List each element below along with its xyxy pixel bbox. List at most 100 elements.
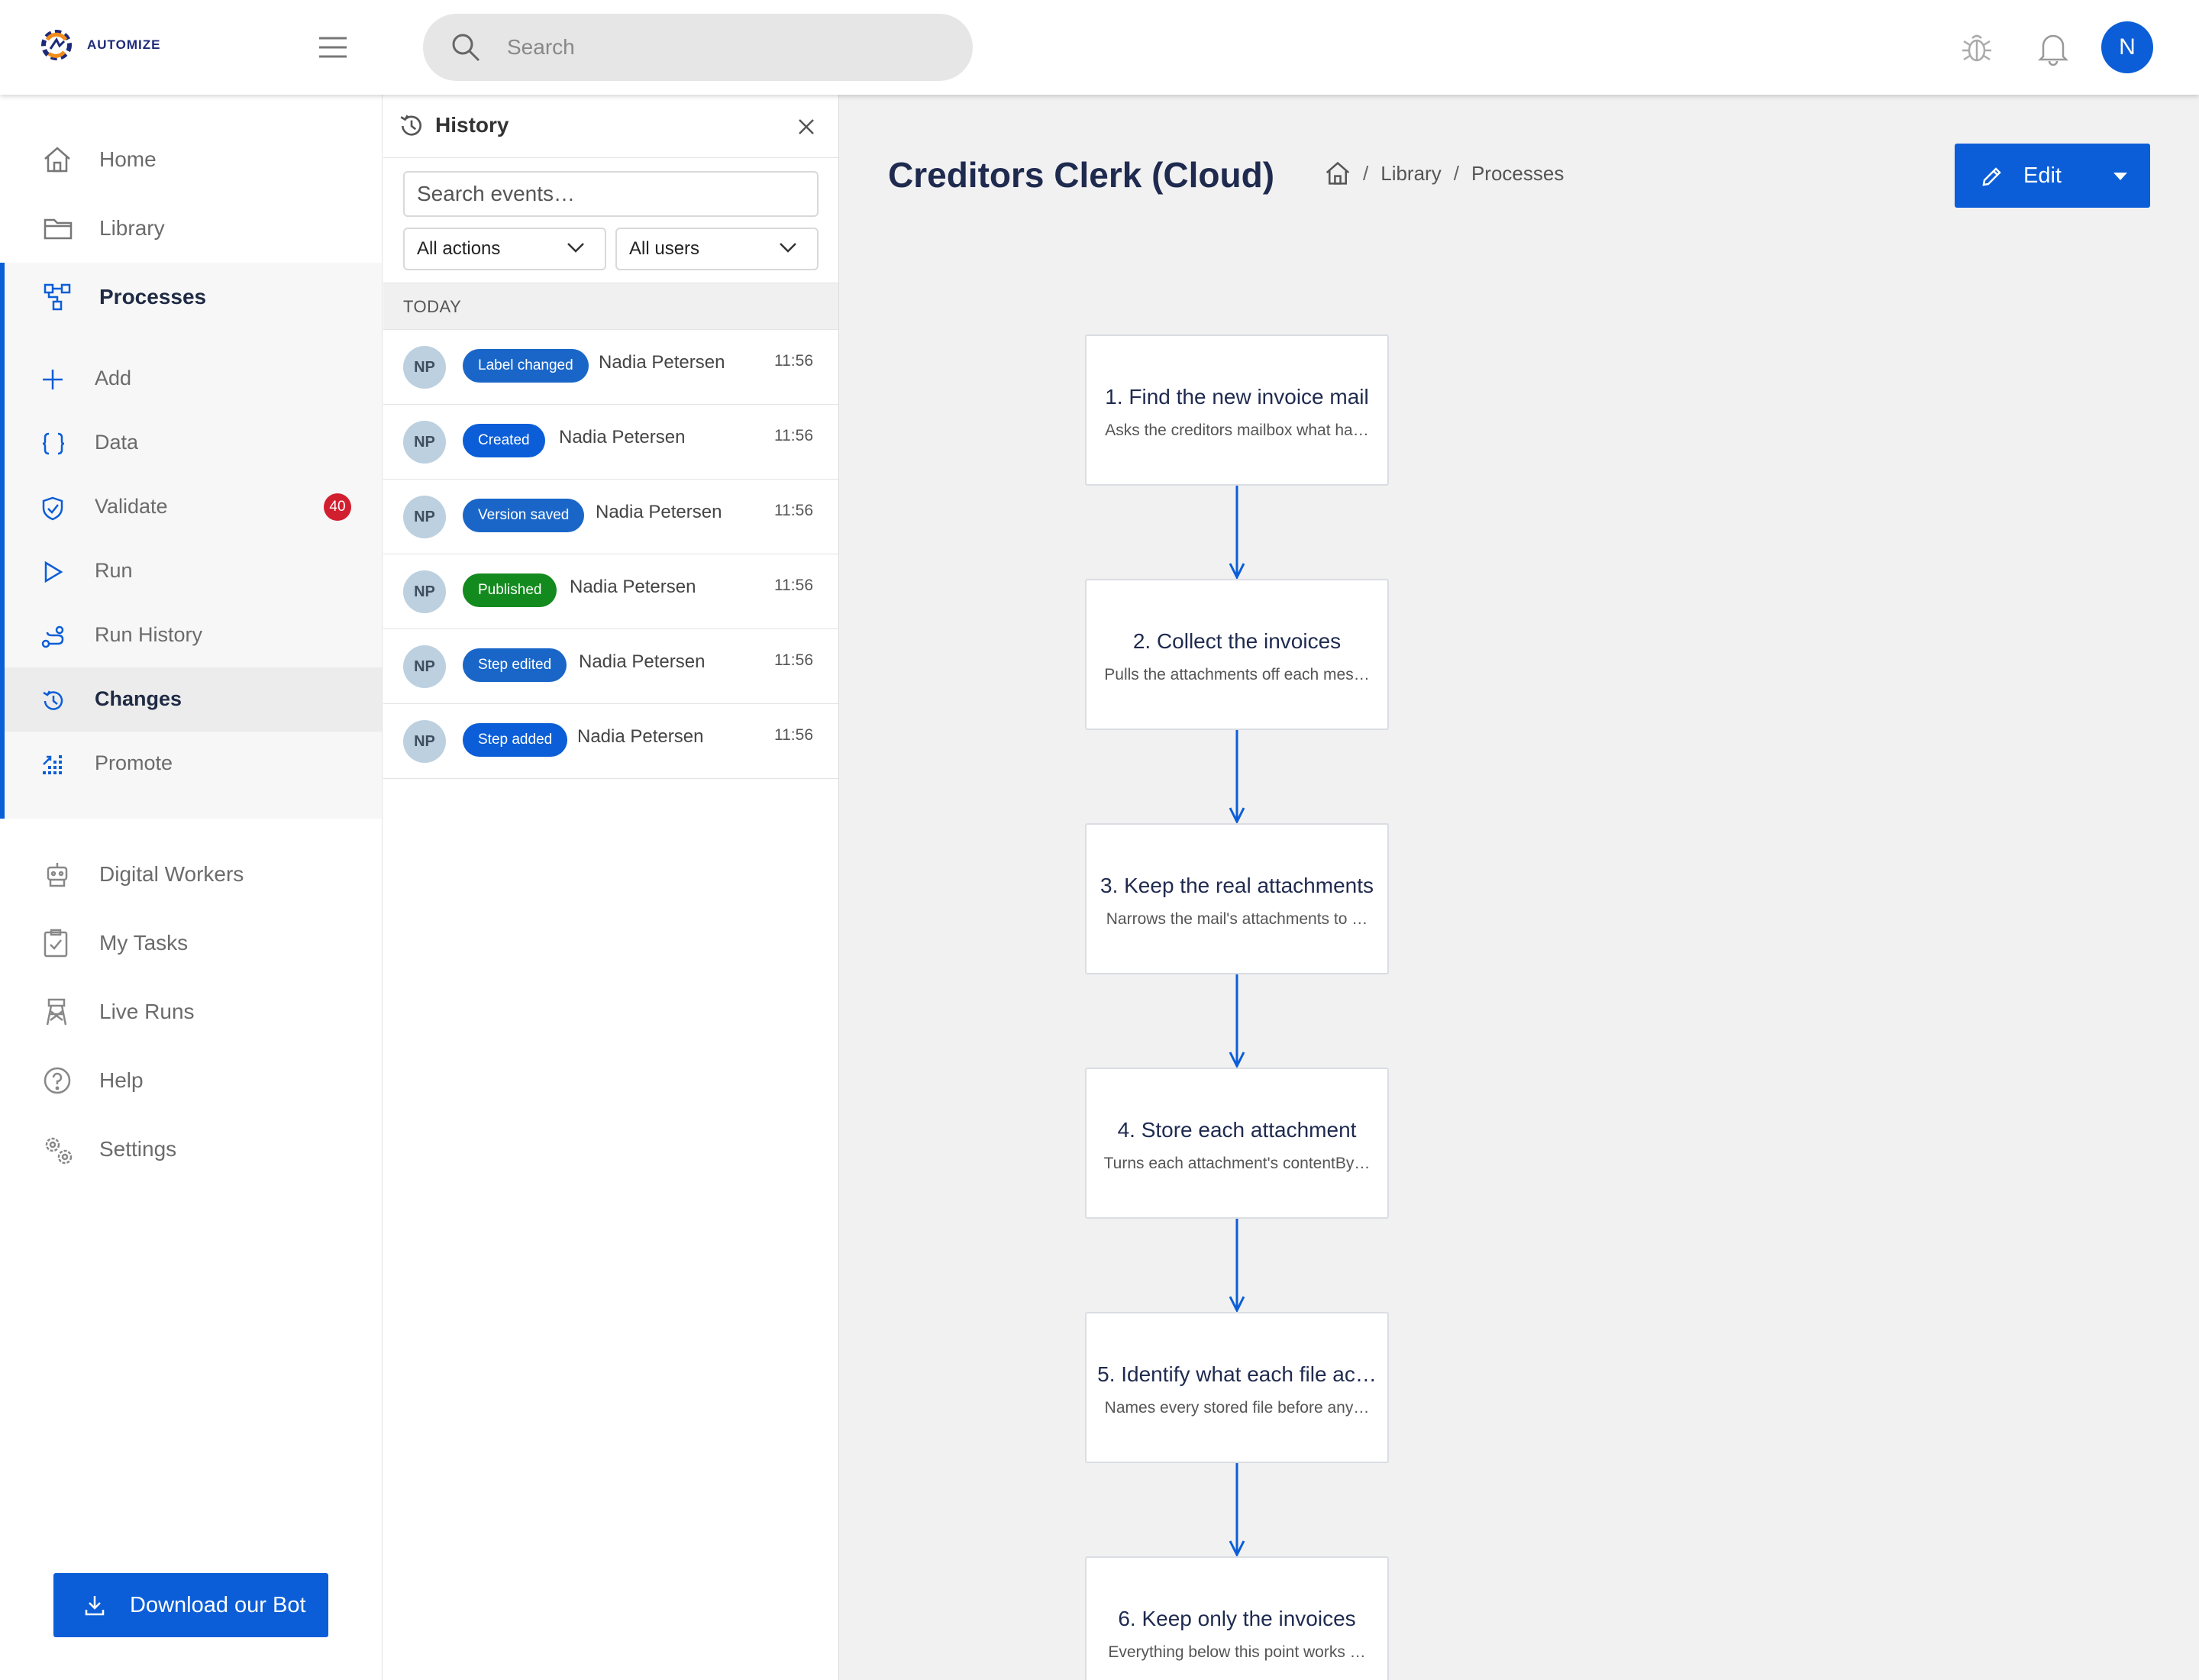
history-event-row[interactable]: NP Created Nadia Petersen 11:56	[383, 404, 838, 480]
event-user: Nadia Petersen	[579, 651, 706, 672]
step-description: Pulls the attachments off each mes…	[1104, 666, 1370, 683]
process-step-card[interactable]: 3. Keep the real attachments Narrows the…	[1085, 823, 1389, 974]
sidebar-item-my-tasks[interactable]: My Tasks	[0, 909, 382, 977]
sidebar-item-processes[interactable]: Processes	[0, 263, 382, 331]
download-bot-label: Download our Bot	[130, 1592, 306, 1617]
download-bot-button[interactable]: Download our Bot	[53, 1573, 328, 1637]
step-title: 2. Collect the invoices	[1132, 629, 1342, 653]
sidebar-subitem-run-history[interactable]: Run History	[5, 603, 382, 667]
sidebar-subitem-changes[interactable]: Changes	[5, 667, 382, 732]
sidebar-subitem-data[interactable]: Data	[5, 411, 382, 475]
sidebar-item-home[interactable]: Home	[0, 125, 382, 194]
process-step-card[interactable]: 6. Keep only the invoices Everything bel…	[1085, 1556, 1389, 1680]
process-step-card[interactable]: 4. Store each attachment Turns each atta…	[1085, 1068, 1389, 1219]
step-title: 1. Find the new invoice mail	[1105, 385, 1369, 409]
top-bar: AUTOMIZE N	[0, 0, 2199, 95]
history-event-row[interactable]: NP Published Nadia Petersen 11:56	[383, 554, 838, 629]
step-description: Narrows the mail's attachments to …	[1106, 910, 1368, 928]
process-step-card[interactable]: 1. Find the new invoice mail Asks the cr…	[1085, 334, 1389, 486]
home-icon[interactable]	[1325, 160, 1351, 186]
user-avatar: NP	[403, 645, 446, 688]
breadcrumb-separator: /	[1453, 161, 1459, 185]
step-description: Turns each attachment's contentBy…	[1103, 1155, 1371, 1172]
close-icon[interactable]	[797, 118, 815, 136]
history-header: History	[383, 95, 838, 158]
history-event-row[interactable]: NP Step edited Nadia Petersen 11:56	[383, 628, 838, 704]
history-icon	[400, 115, 421, 136]
sidebar-subitem-add[interactable]: Add	[5, 347, 382, 411]
play-icon	[44, 561, 63, 583]
home-icon	[44, 147, 70, 173]
menu-toggle-icon[interactable]	[318, 34, 348, 61]
process-icon	[44, 283, 71, 311]
sidebar-subitem-promote[interactable]: Promote	[5, 732, 382, 796]
page-title: Creditors Clerk (Cloud)	[888, 155, 1275, 195]
caret-down-icon[interactable]	[2113, 173, 2127, 180]
sidebar-item-label: Library	[99, 216, 165, 240]
sidebar-item-label: Help	[99, 1068, 144, 1092]
breadcrumb-processes[interactable]: Processes	[1471, 161, 1564, 185]
chevron-down-icon	[567, 243, 584, 253]
history-event-row[interactable]: NP Step added Nadia Petersen 11:56	[383, 703, 838, 779]
braces-icon	[42, 432, 65, 455]
sidebar-item-help[interactable]: Help	[0, 1046, 382, 1115]
flow-arrow-icon	[1229, 730, 1245, 823]
breadcrumb-separator: /	[1363, 161, 1369, 185]
global-search[interactable]	[423, 14, 973, 81]
gear-logo-icon	[41, 30, 72, 60]
event-time: 11:56	[774, 651, 813, 669]
history-group-label: TODAY	[403, 297, 462, 316]
flow-arrow-icon	[1229, 1463, 1245, 1556]
user-avatar: NP	[403, 570, 446, 613]
event-action-badge: Published	[463, 573, 557, 607]
sidebar-item-digital-workers[interactable]: Digital Workers	[0, 840, 382, 909]
flow-arrow-icon	[1229, 974, 1245, 1068]
step-description: Everything below this point works …	[1108, 1643, 1366, 1661]
processes-submenu: Processes Add Data Validate 40 Run Run H…	[0, 263, 382, 819]
event-action-badge: Version saved	[463, 499, 585, 532]
app-logo[interactable]: AUTOMIZE	[37, 24, 160, 66]
gears-icon	[45, 1137, 73, 1165]
event-time: 11:56	[774, 427, 813, 444]
user-avatar: NP	[403, 496, 446, 538]
history-group-header: TODAY	[383, 283, 838, 330]
event-user: Nadia Petersen	[577, 726, 704, 747]
shield-check-icon	[42, 496, 63, 521]
sidebar-item-label: Digital Workers	[99, 862, 244, 886]
sidebar-subitem-validate[interactable]: Validate 40	[5, 475, 382, 539]
sidebar-item-library[interactable]: Library	[0, 194, 382, 263]
sidebar-item-label: Live Runs	[99, 1000, 195, 1023]
history-panel: History All actions All users TODAY NP L…	[383, 95, 839, 1680]
actions-filter-select[interactable]: All actions	[403, 228, 606, 270]
sidebar-subitem-label: Add	[95, 367, 132, 389]
sidebar-subitem-run[interactable]: Run	[5, 539, 382, 603]
sidebar-item-label: Processes	[99, 285, 207, 309]
event-time: 11:56	[774, 726, 813, 744]
breadcrumb-library[interactable]: Library	[1380, 161, 1442, 185]
history-event-row[interactable]: NP Version saved Nadia Petersen 11:56	[383, 479, 838, 554]
history-search-input[interactable]	[403, 171, 819, 217]
sidebar-item-live-runs[interactable]: Live Runs	[0, 977, 382, 1046]
process-step-card[interactable]: 5. Identify what each file ac… Names eve…	[1085, 1312, 1389, 1463]
actions-filter-value: All actions	[417, 238, 501, 259]
users-filter-select[interactable]: All users	[615, 228, 819, 270]
event-action-badge: Label changed	[463, 349, 589, 383]
process-step-card[interactable]: 2. Collect the invoices Pulls the attach…	[1085, 579, 1389, 730]
event-user: Nadia Petersen	[596, 502, 722, 522]
search-input[interactable]	[505, 34, 936, 60]
pencil-icon	[1982, 167, 2001, 186]
download-icon	[85, 1596, 105, 1616]
sidebar-subitem-label: Validate	[95, 495, 168, 518]
sidebar-item-settings[interactable]: Settings	[0, 1115, 382, 1184]
history-event-row[interactable]: NP Label changed Nadia Petersen 11:56	[383, 329, 838, 405]
logo-text: AUTOMIZE	[87, 37, 161, 52]
help-circle-icon	[44, 1067, 71, 1094]
history-title: History	[435, 113, 509, 137]
bug-icon[interactable]	[1959, 31, 1994, 66]
edit-button[interactable]: Edit	[1955, 144, 2150, 208]
event-time: 11:56	[774, 352, 813, 370]
notifications-bell-icon[interactable]	[2037, 31, 2069, 66]
user-avatar[interactable]: N	[2101, 21, 2153, 73]
event-user: Nadia Petersen	[570, 577, 696, 597]
plus-icon	[43, 370, 63, 389]
